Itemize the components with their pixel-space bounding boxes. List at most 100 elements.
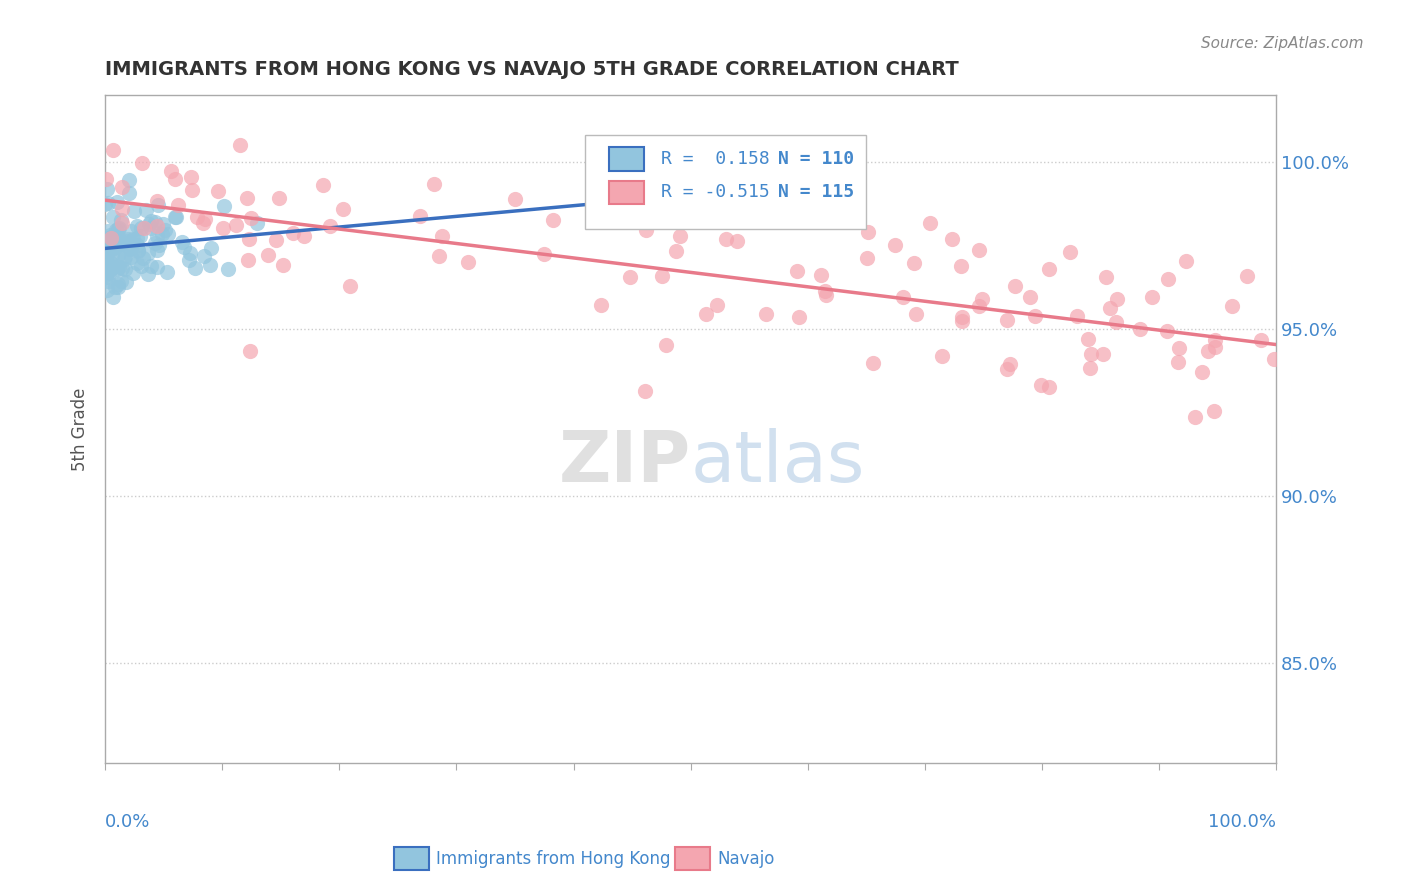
Point [96, 182, 118, 196]
Point [94, 269, 117, 284]
Point [1024, 309, 1046, 323]
Point [127, 244, 149, 258]
Point [127, 256, 149, 270]
Y-axis label: 5th Grade: 5th Grade [72, 387, 89, 471]
Point [1204, 333, 1226, 347]
Point [120, 242, 142, 256]
Point [108, 221, 131, 235]
Point [101, 210, 124, 224]
Point [1018, 290, 1040, 304]
Point [1191, 365, 1213, 379]
Point [669, 229, 692, 244]
Point [198, 258, 221, 272]
Point [409, 210, 432, 224]
Point [114, 249, 136, 263]
Point [112, 252, 135, 266]
Point [246, 216, 269, 230]
Point [100, 230, 122, 244]
Text: R = -0.515: R = -0.515 [661, 183, 770, 202]
Point [107, 280, 129, 294]
Point [1105, 293, 1128, 307]
Point [111, 180, 134, 194]
Point [1167, 355, 1189, 369]
Point [110, 212, 132, 227]
Point [122, 203, 145, 218]
Point [97, 237, 120, 252]
Point [714, 232, 737, 246]
Point [967, 243, 990, 257]
Point [101, 243, 124, 257]
Point [271, 258, 294, 272]
Point [105, 222, 128, 236]
Text: N = 115: N = 115 [779, 183, 855, 202]
Point [177, 252, 200, 267]
Point [1202, 404, 1225, 418]
Point [97, 274, 120, 288]
Point [104, 239, 127, 253]
Point [950, 314, 973, 328]
Point [281, 226, 304, 240]
Point [96, 283, 118, 297]
Point [134, 220, 156, 235]
Point [503, 192, 526, 206]
Text: Navajo: Navajo [717, 850, 775, 868]
Point [179, 245, 201, 260]
Point [1184, 409, 1206, 424]
Point [665, 244, 688, 258]
Point [135, 203, 157, 218]
Point [160, 163, 183, 178]
Point [429, 249, 451, 263]
Point [967, 299, 990, 313]
Point [132, 251, 155, 265]
Point [591, 297, 613, 311]
Point [1168, 341, 1191, 355]
Point [98, 263, 121, 277]
Point [152, 217, 174, 231]
Point [1080, 346, 1102, 360]
Point [423, 177, 446, 191]
Point [105, 229, 128, 244]
Point [995, 362, 1018, 376]
Point [117, 232, 139, 246]
Point [173, 240, 195, 254]
Point [970, 292, 993, 306]
Point [153, 223, 176, 237]
Point [146, 229, 169, 244]
Point [115, 234, 138, 248]
Point [814, 287, 837, 301]
Point [98, 231, 121, 245]
Point [810, 268, 832, 282]
Point [191, 216, 214, 230]
Point [312, 178, 335, 192]
Point [950, 310, 973, 324]
Point [941, 232, 963, 246]
Point [1059, 244, 1081, 259]
Point [163, 171, 186, 186]
Text: 0.0%: 0.0% [105, 813, 150, 831]
Point [634, 223, 657, 237]
Point [207, 184, 229, 198]
Point [129, 259, 152, 273]
Point [145, 194, 167, 208]
Point [96, 268, 118, 282]
Point [1175, 254, 1198, 268]
Point [619, 269, 641, 284]
Point [118, 173, 141, 187]
Point [108, 260, 131, 275]
Point [1031, 378, 1053, 392]
Point [121, 232, 143, 246]
Point [217, 262, 239, 277]
Point [1142, 290, 1164, 304]
Point [193, 249, 215, 263]
Point [101, 248, 124, 262]
Point [541, 213, 564, 227]
Point [139, 220, 162, 235]
Point [146, 198, 169, 212]
Point [903, 256, 925, 270]
Point [755, 307, 778, 321]
Point [146, 219, 169, 233]
Point [257, 248, 280, 262]
Point [150, 227, 173, 241]
Point [94, 253, 117, 268]
Point [98, 236, 121, 251]
